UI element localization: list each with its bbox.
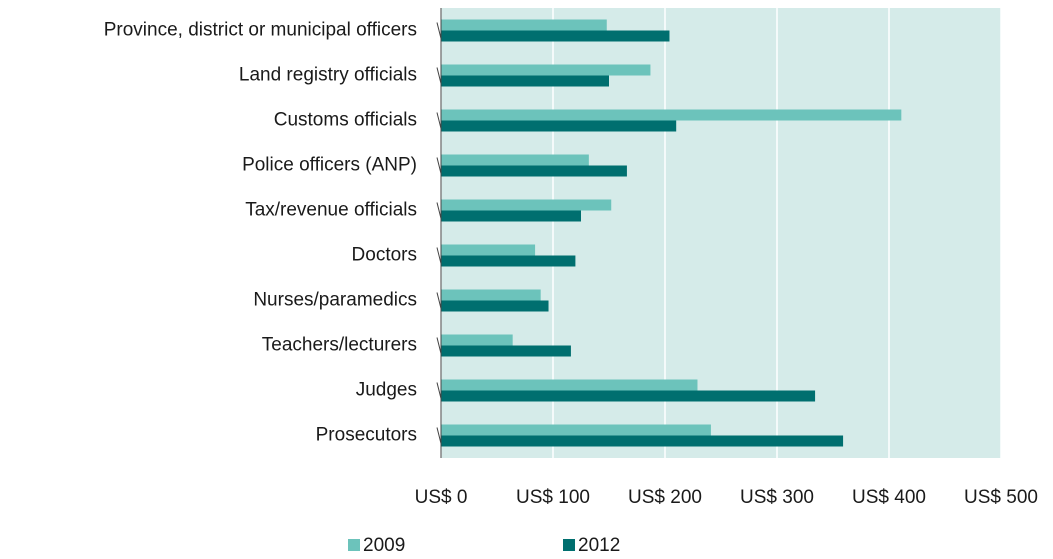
legend-swatch bbox=[348, 539, 360, 551]
bar bbox=[441, 289, 541, 301]
legend-swatch bbox=[563, 539, 575, 551]
y-tick bbox=[436, 382, 442, 399]
legend-label: 2009 bbox=[363, 535, 405, 556]
x-tick-label: US$ 100 bbox=[516, 487, 590, 508]
bar bbox=[441, 390, 816, 402]
y-tick-label: Doctors bbox=[352, 245, 417, 266]
legend-label: 2012 bbox=[578, 535, 620, 556]
bar bbox=[441, 334, 513, 346]
y-tick bbox=[436, 67, 442, 84]
y-tick bbox=[436, 202, 442, 219]
bar bbox=[441, 255, 576, 267]
y-tick-label: Police officers (ANP) bbox=[242, 155, 417, 176]
y-tick-label: Tax/revenue officials bbox=[245, 200, 417, 221]
bar bbox=[441, 199, 612, 211]
y-tick bbox=[436, 292, 442, 309]
bar bbox=[441, 379, 698, 391]
bar bbox=[441, 165, 627, 177]
y-tick bbox=[436, 337, 442, 354]
x-tick-label: US$ 200 bbox=[628, 487, 702, 508]
bar bbox=[441, 64, 651, 76]
y-tick-label: Customs officials bbox=[274, 110, 417, 131]
bar bbox=[441, 154, 589, 166]
y-tick-label: Teachers/lecturers bbox=[262, 335, 417, 356]
y-tick-label: Land registry officials bbox=[239, 65, 417, 86]
x-tick-label: US$ 500 bbox=[964, 487, 1038, 508]
bar bbox=[441, 19, 607, 31]
y-tick-label: Nurses/paramedics bbox=[253, 290, 417, 311]
y-tick bbox=[436, 157, 442, 174]
bar bbox=[441, 210, 581, 222]
bar bbox=[441, 75, 609, 87]
bar bbox=[441, 244, 536, 256]
bar bbox=[441, 120, 677, 132]
bar bbox=[441, 30, 670, 42]
bar bbox=[441, 345, 571, 357]
x-tick-label: US$ 400 bbox=[852, 487, 926, 508]
bar bbox=[441, 435, 844, 447]
bar bbox=[441, 109, 902, 121]
y-tick bbox=[436, 247, 442, 264]
x-tick-label: US$ 300 bbox=[740, 487, 814, 508]
y-tick-label: Prosecutors bbox=[316, 425, 417, 446]
y-tick bbox=[436, 112, 442, 129]
bar bbox=[441, 424, 711, 436]
y-tick-label: Province, district or municipal officers bbox=[104, 20, 417, 41]
bar bbox=[441, 300, 549, 312]
x-tick-label: US$ 0 bbox=[415, 487, 468, 508]
y-tick-label: Judges bbox=[356, 380, 417, 401]
y-tick bbox=[436, 427, 442, 444]
y-tick bbox=[436, 22, 442, 39]
